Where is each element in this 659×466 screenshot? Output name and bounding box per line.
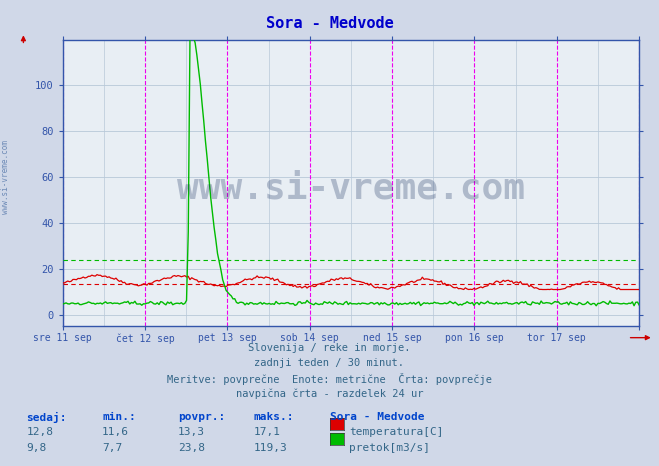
Text: Slovenija / reke in morje.: Slovenija / reke in morje.	[248, 343, 411, 352]
Text: Sora - Medvode: Sora - Medvode	[330, 412, 424, 422]
Text: ned 15 sep: ned 15 sep	[362, 333, 422, 343]
Text: 7,7: 7,7	[102, 443, 123, 452]
Text: navpična črta - razdelek 24 ur: navpična črta - razdelek 24 ur	[236, 389, 423, 399]
Text: 11,6: 11,6	[102, 427, 129, 437]
Text: 119,3: 119,3	[254, 443, 287, 452]
Text: pet 13 sep: pet 13 sep	[198, 333, 257, 343]
Text: tor 17 sep: tor 17 sep	[527, 333, 587, 343]
Text: povpr.:: povpr.:	[178, 412, 225, 422]
Text: www.si-vreme.com: www.si-vreme.com	[177, 171, 525, 206]
Text: 13,3: 13,3	[178, 427, 205, 437]
Text: maks.:: maks.:	[254, 412, 294, 422]
Text: čet 12 sep: čet 12 sep	[115, 333, 175, 344]
Text: 12,8: 12,8	[26, 427, 53, 437]
Text: temperatura[C]: temperatura[C]	[349, 427, 444, 437]
Text: zadnji teden / 30 minut.: zadnji teden / 30 minut.	[254, 358, 405, 368]
Text: 17,1: 17,1	[254, 427, 281, 437]
Text: pretok[m3/s]: pretok[m3/s]	[349, 443, 430, 452]
Text: sedaj:: sedaj:	[26, 412, 67, 424]
Text: pon 16 sep: pon 16 sep	[445, 333, 504, 343]
Text: sre 11 sep: sre 11 sep	[33, 333, 92, 343]
Text: Sora - Medvode: Sora - Medvode	[266, 16, 393, 31]
Text: min.:: min.:	[102, 412, 136, 422]
Text: 9,8: 9,8	[26, 443, 47, 452]
Text: 23,8: 23,8	[178, 443, 205, 452]
Text: www.si-vreme.com: www.si-vreme.com	[1, 140, 10, 214]
Text: sob 14 sep: sob 14 sep	[280, 333, 339, 343]
Text: Meritve: povprečne  Enote: metrične  Črta: povprečje: Meritve: povprečne Enote: metrične Črta:…	[167, 373, 492, 385]
